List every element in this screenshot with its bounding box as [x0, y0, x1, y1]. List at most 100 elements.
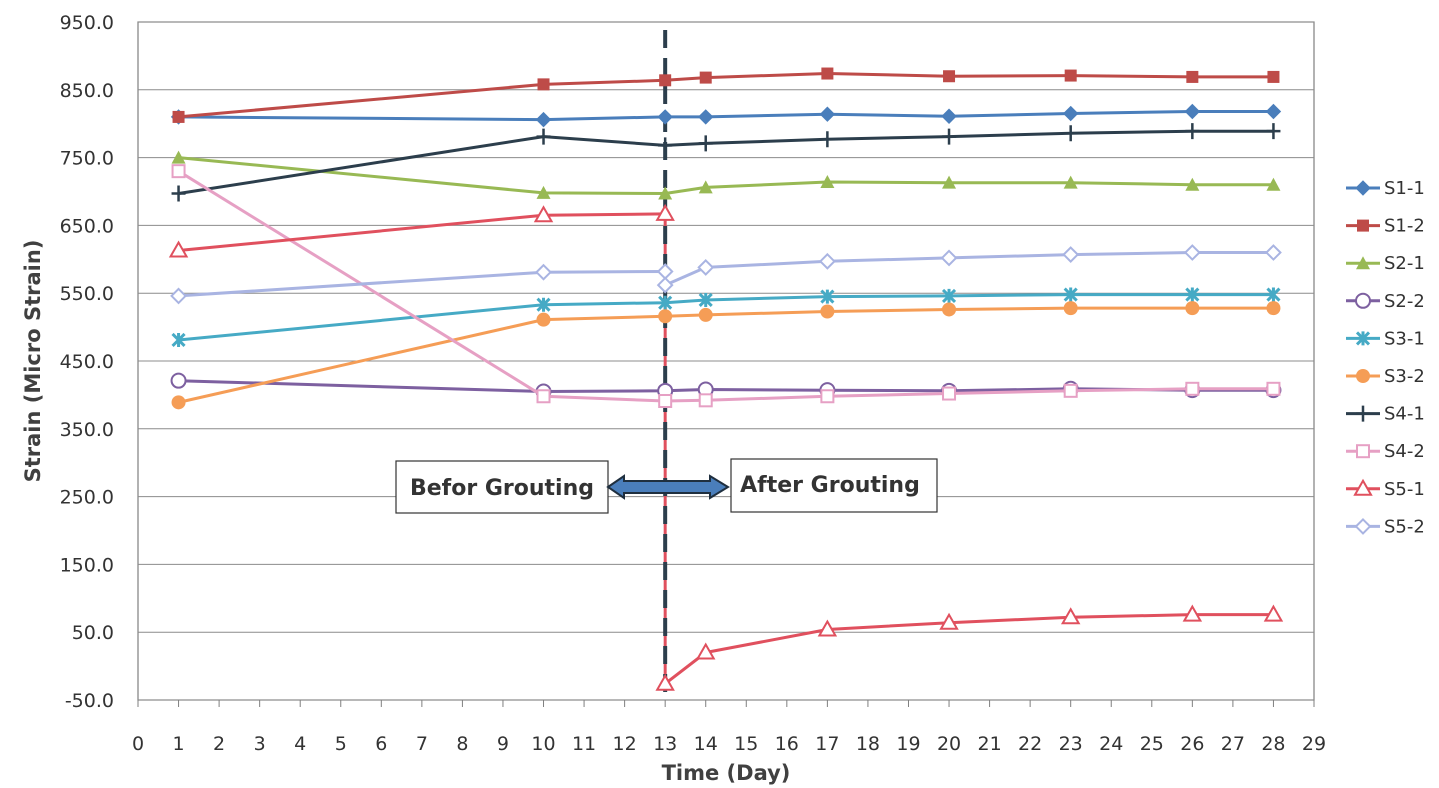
- data-point-marker: [170, 287, 187, 305]
- data-point-marker: [171, 332, 186, 348]
- legend-label: S4-2: [1384, 441, 1425, 462]
- series-S4-1: [171, 123, 1281, 202]
- x-tick-label: 26: [1180, 733, 1204, 755]
- x-tick-label: 28: [1261, 733, 1285, 755]
- data-point-marker: [1063, 383, 1078, 398]
- data-point-marker: [1064, 69, 1077, 82]
- data-point-marker: [820, 389, 835, 404]
- x-tick-label: 6: [375, 733, 387, 755]
- x-tick-label: 7: [416, 733, 428, 755]
- data-point-marker: [1357, 219, 1369, 232]
- series-S5-1: [168, 203, 1284, 691]
- data-point-marker: [1060, 607, 1081, 625]
- x-tick-label: 27: [1221, 733, 1245, 755]
- data-point-marker: [940, 249, 958, 267]
- x-tick-label: 0: [132, 733, 144, 755]
- data-point-marker: [1063, 301, 1078, 316]
- data-point-marker: [941, 288, 957, 303]
- data-point-marker: [1355, 180, 1371, 196]
- data-point-marker: [658, 295, 673, 310]
- data-point-marker: [943, 70, 956, 83]
- data-point-marker: [698, 180, 713, 194]
- legend-label: S3-2: [1384, 366, 1425, 387]
- legend-item-S2-2: S2-2: [1346, 291, 1425, 312]
- data-point-marker: [172, 110, 185, 123]
- x-tick-label: 18: [856, 733, 880, 755]
- data-point-marker: [536, 297, 551, 312]
- data-point-marker: [1185, 123, 1200, 140]
- legend: S1-1 S1-2 S2-1 S2-2 S3-1 S3-2 S4-1 S4-2 S5-1 S5-2: [1346, 178, 1425, 537]
- series-S2-1: [171, 150, 1281, 200]
- x-tick-label: 4: [294, 733, 306, 755]
- data-point-marker: [942, 302, 957, 317]
- data-point-marker: [658, 137, 673, 154]
- x-tick-label: 10: [531, 733, 555, 755]
- data-point-marker: [170, 372, 187, 389]
- data-point-marker: [1185, 381, 1200, 396]
- y-tick-label: 350.0: [60, 419, 114, 441]
- data-point-marker: [698, 135, 713, 152]
- x-tick-label: 1: [173, 733, 185, 755]
- x-tick-label: 8: [456, 733, 468, 755]
- data-point-marker: [698, 307, 713, 322]
- legend-item-S5-2: S5-2: [1346, 516, 1425, 537]
- data-point-marker: [1265, 103, 1282, 120]
- data-point-marker: [698, 292, 713, 308]
- data-point-marker: [818, 252, 836, 270]
- x-tick-label: 25: [1140, 733, 1164, 755]
- data-point-marker: [655, 203, 675, 221]
- data-point-marker: [1186, 70, 1199, 83]
- before-grouting-label: Befor Grouting: [410, 476, 594, 501]
- double-arrow-icon: [606, 474, 730, 500]
- x-tick-label: 15: [734, 733, 758, 755]
- x-tick-label: 11: [572, 733, 596, 755]
- data-point-marker: [1353, 478, 1373, 496]
- data-point-marker: [533, 205, 554, 223]
- data-point-marker: [168, 240, 189, 258]
- data-point-marker: [1266, 381, 1281, 396]
- data-point-marker: [537, 78, 550, 91]
- legend-label: S3-1: [1384, 328, 1425, 349]
- data-point-marker: [1355, 292, 1371, 309]
- x-tick-label: 5: [335, 733, 347, 755]
- data-point-marker: [1182, 604, 1203, 622]
- x-tick-label: 21: [977, 733, 1001, 755]
- data-point-marker: [536, 312, 551, 327]
- x-tick-label: 17: [815, 733, 839, 755]
- series-S1-1: [170, 103, 1282, 128]
- data-point-marker: [939, 612, 959, 630]
- y-tick-label: -50.0: [65, 690, 114, 712]
- data-point-marker: [1265, 244, 1282, 261]
- data-point-marker: [1063, 175, 1078, 189]
- series-S1-2: [172, 67, 1280, 123]
- grouting-annotations: Befor Grouting After Grouting: [395, 458, 938, 514]
- x-tick-label: 23: [1059, 733, 1083, 755]
- series-S3-1: [171, 287, 1281, 348]
- x-tick-label: 19: [896, 733, 920, 755]
- series-S4-2: [171, 164, 1281, 409]
- data-point-marker: [1063, 287, 1078, 302]
- x-axis-ticks: 0 1 2 3 4 5 6 7 8 9 10 11 12 13 14 15 16 17 18 19 20 21 22 23 24…: [132, 700, 1326, 755]
- y-axis-ticks: -50.0 50.0 150.0 250.0 350.0 450.0 550.0 650.0 7…: [60, 12, 114, 712]
- legend-item-S3-1: S3-1: [1346, 328, 1425, 349]
- after-grouting-label: After Grouting: [740, 473, 920, 498]
- data-point-marker: [171, 150, 186, 164]
- x-tick-label: 12: [613, 733, 637, 755]
- legend-item-S2-1: S2-1: [1346, 253, 1425, 274]
- y-tick-label: 450.0: [60, 351, 114, 373]
- data-point-marker: [658, 186, 673, 200]
- data-point-marker: [820, 175, 835, 189]
- series-S5-2: [170, 244, 1282, 305]
- y-tick-label: 250.0: [60, 487, 114, 509]
- y-tick-label: 650.0: [60, 215, 114, 237]
- series-lines: [168, 67, 1284, 691]
- data-point-marker: [658, 309, 673, 324]
- y-tick-label: 850.0: [60, 80, 114, 102]
- data-point-marker: [817, 619, 838, 637]
- legend-label: S2-1: [1384, 253, 1425, 274]
- legend-label: S5-2: [1384, 516, 1425, 537]
- data-point-marker: [658, 394, 673, 409]
- data-point-marker: [1263, 604, 1284, 622]
- x-tick-label: 22: [1018, 733, 1042, 755]
